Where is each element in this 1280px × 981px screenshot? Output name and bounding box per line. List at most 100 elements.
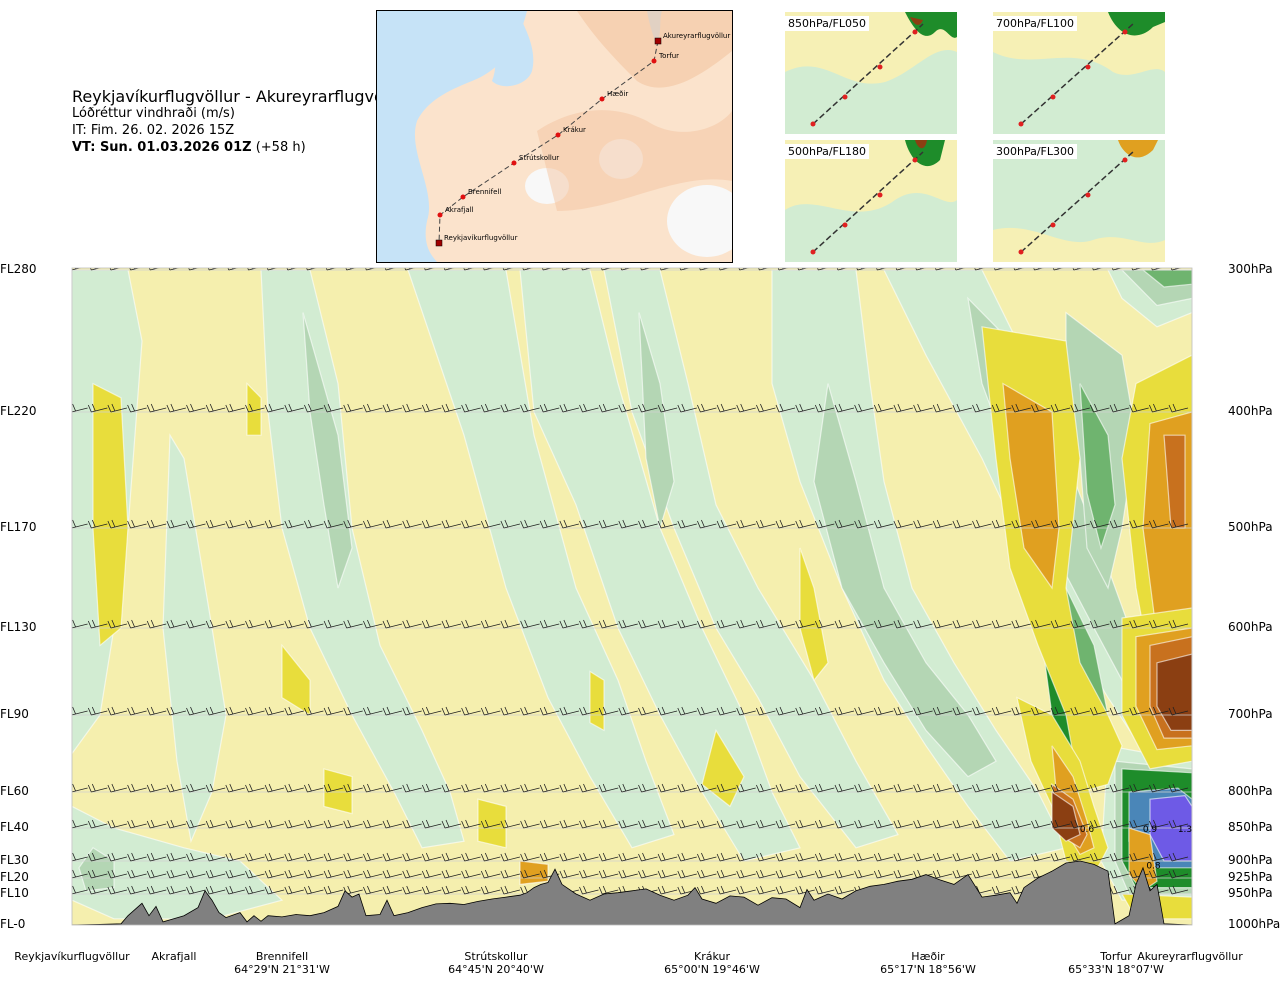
barb-shaft (736, 403, 756, 413)
contour-region (701, 728, 745, 808)
barb-shaft (166, 519, 186, 529)
wind-barb (186, 852, 206, 862)
wind-barb (854, 519, 874, 529)
wind-barb (795, 619, 815, 629)
barb-shaft (363, 852, 383, 862)
wind-barb (1011, 852, 1031, 862)
barb-shaft (716, 783, 737, 793)
wind-barb (461, 619, 481, 629)
wind-barb (579, 519, 599, 529)
wind-barb (797, 268, 809, 271)
wind-barb (49, 784, 68, 792)
barb-shaft (932, 619, 953, 629)
barb-shaft (127, 519, 147, 529)
barb-shaft (834, 852, 855, 862)
barb-shaft (697, 403, 717, 413)
wind-barb (500, 619, 520, 629)
wind-barb (873, 783, 894, 793)
wind-barb (1129, 403, 1149, 413)
barb-shaft (146, 706, 167, 716)
barb-shaft (1011, 852, 1031, 862)
barb-shaft (539, 706, 560, 716)
wind-barb (404, 268, 416, 271)
wind-barb (1170, 268, 1182, 271)
wind-barb (1168, 619, 1189, 629)
wind-barb (402, 783, 422, 793)
barb-shaft (697, 885, 717, 895)
wind-barb (480, 403, 501, 413)
barb-shaft (402, 885, 422, 895)
value-label: 0.8 (1146, 861, 1161, 871)
wind-barb (107, 706, 127, 716)
barb-shaft (421, 706, 442, 716)
wind-barb (245, 783, 265, 793)
wind-barb (284, 819, 304, 829)
barb-shaft (441, 403, 462, 413)
barb-shaft (166, 403, 186, 413)
barb-shaft (441, 706, 462, 716)
barb-shaft (323, 819, 344, 829)
wind-barb (306, 268, 318, 271)
barb-shaft (856, 268, 868, 271)
wind-barb (1168, 519, 1189, 529)
barb-shaft (424, 268, 435, 271)
barb-shaft (304, 519, 324, 529)
barb-shaft (284, 519, 304, 529)
barb-shaft (1031, 403, 1051, 413)
barb-shaft (618, 852, 638, 862)
barb-shaft (129, 268, 141, 271)
wind-barb (1070, 619, 1090, 629)
wind-barb (952, 852, 972, 862)
barb-shaft (1070, 706, 1090, 716)
barb-shaft (146, 885, 167, 895)
barb-shaft (873, 706, 894, 716)
barb-shaft (736, 852, 756, 862)
wind-barb (991, 619, 1012, 629)
barb-shaft (1090, 819, 1110, 829)
station-label: Akrafjall (152, 950, 197, 963)
wind-barb (186, 869, 206, 879)
barb-shaft (87, 885, 108, 895)
wind-barb (1031, 619, 1051, 629)
barb-shaft (775, 819, 796, 829)
wind-barb (87, 519, 108, 529)
barb-shaft (107, 869, 127, 879)
barb-shaft (1011, 783, 1031, 793)
barb-shaft (638, 783, 658, 793)
wind-barb (873, 852, 894, 862)
barb-shaft (991, 869, 1012, 879)
wind-barb (716, 885, 737, 895)
barb-shaft (895, 268, 907, 271)
wind-barb (107, 869, 127, 879)
barb-shaft (972, 783, 992, 793)
wind-barb (363, 852, 383, 862)
barb-shaft (225, 783, 245, 793)
wind-barb (441, 403, 462, 413)
barb-shaft (87, 403, 108, 413)
barb-shaft (579, 783, 599, 793)
wind-barb (1149, 403, 1169, 413)
contour-region (477, 798, 507, 849)
barb-shaft (49, 870, 68, 878)
barb-shaft (402, 706, 422, 716)
barb-shaft (461, 852, 481, 862)
wind-barb (618, 403, 638, 413)
pressure-level-label: 950hPa (1228, 886, 1273, 900)
barb-shaft (343, 706, 363, 716)
wind-barb (579, 852, 599, 862)
wind-barb (127, 885, 147, 895)
barb-shaft (323, 885, 344, 895)
variable-title: Lóðréttur vindhraði (m/s) (72, 106, 235, 121)
wind-barb (1090, 619, 1110, 629)
contour-region (323, 768, 353, 815)
wind-barb (972, 619, 992, 629)
wind-barb (284, 706, 304, 716)
fjord (477, 11, 534, 87)
barb-shaft (1070, 819, 1090, 829)
barb-shaft (657, 885, 678, 895)
barb-shaft (581, 268, 593, 271)
wind-barb (775, 519, 796, 529)
barb-shaft (677, 869, 697, 879)
wind-barb (598, 869, 619, 879)
barb-shaft (1168, 619, 1189, 629)
